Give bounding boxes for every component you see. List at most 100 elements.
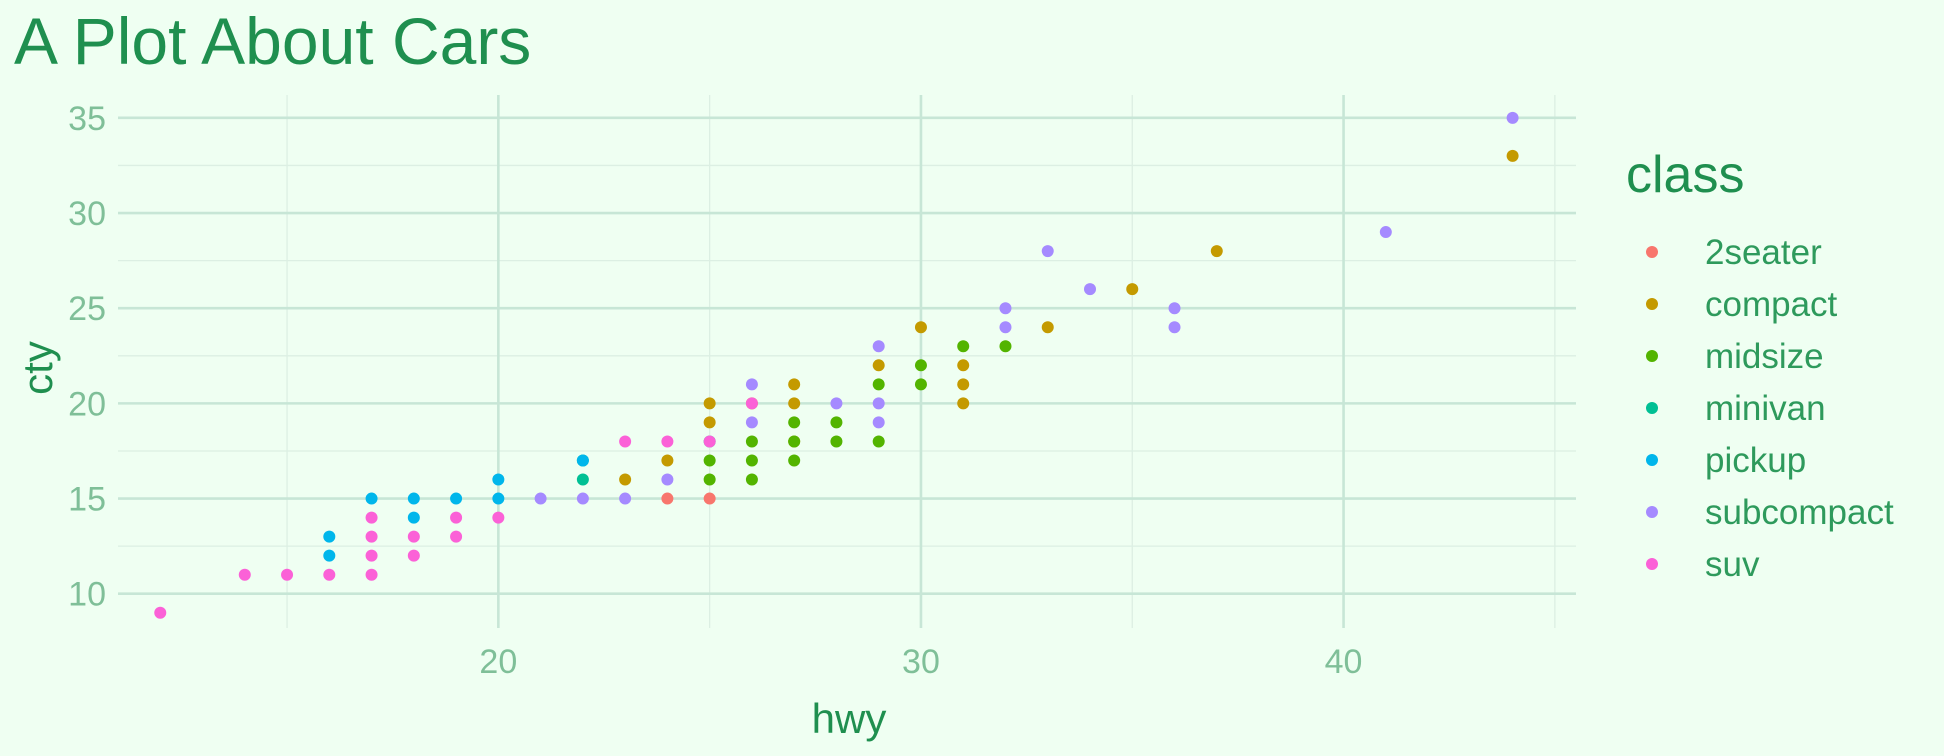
data-point [872,359,885,372]
data-point [154,606,167,619]
legend-key [1646,506,1658,518]
data-point [619,435,632,448]
data-point [1084,283,1096,296]
x-tick-label: 40 [1325,643,1363,681]
data-point [619,492,632,505]
legend-label: suv [1705,545,1760,584]
data-point [703,435,716,448]
data-point [872,378,885,391]
legend-key [1646,298,1658,310]
data-point [576,492,589,505]
data-point [365,568,378,581]
legend-item-subcompact: subcompact [1646,493,1894,532]
data-point [957,359,970,372]
y-tick-label: 20 [68,385,106,423]
series-subcompact [534,111,1519,505]
data-point [999,321,1012,334]
legend-label: minivan [1705,389,1826,428]
data-point [576,473,589,486]
data-point [745,473,758,486]
data-point [661,435,674,448]
data-point [1168,302,1181,315]
data-point [745,416,758,429]
data-point [323,530,336,543]
data-point [661,473,674,486]
x-axis-title: hwy [812,695,887,742]
data-point [703,473,716,486]
data-point [999,340,1012,353]
data-point [661,492,674,505]
x-axis-ticks: 20 30 40 [479,643,1362,681]
y-axis-title: cty [14,341,61,395]
data-point [323,568,336,581]
data-point [365,549,378,562]
legend-key [1646,558,1658,570]
data-point [492,511,505,524]
data-point [745,435,758,448]
legend-key [1646,246,1658,258]
data-point [619,473,632,486]
y-tick-label: 25 [68,290,106,328]
legend-item-minivan: minivan [1646,389,1826,428]
minor-gridlines [118,95,1576,628]
data-point [1210,245,1223,258]
data-point [957,378,970,391]
data-point [492,492,505,505]
legend-item-midsize: midsize [1646,337,1824,376]
data-point [1506,111,1519,124]
x-tick-label: 30 [902,643,940,681]
data-point [1168,321,1181,334]
data-point [281,568,294,581]
data-point [407,511,420,524]
data-point [661,454,674,467]
legend-label: midsize [1705,337,1824,376]
data-point [914,378,927,391]
legend-item-suv: suv [1646,545,1760,584]
data-point [788,435,801,448]
data-point [788,378,801,391]
y-tick-label: 30 [68,195,106,233]
data-point [703,492,716,505]
data-point [238,568,251,581]
data-point [745,397,758,410]
series-2seater [661,492,716,505]
series-minivan [576,435,716,486]
data-point [872,397,885,410]
legend-label: pickup [1705,441,1806,480]
legend-item-compact: compact [1646,285,1838,324]
series-midsize [703,340,1012,486]
data-point [534,492,547,505]
legend-label: 2seater [1705,233,1822,272]
y-tick-label: 10 [68,576,106,614]
legend-key [1646,350,1658,362]
data-point [830,435,843,448]
data-point [576,454,589,467]
series-compact [619,149,1519,486]
series-suv [154,397,758,619]
data-point [365,492,378,505]
data-point [407,530,420,543]
data-point [957,340,970,353]
data-point [492,473,505,486]
data-point [788,454,801,467]
data-point [365,530,378,543]
data-point [788,416,801,429]
data-point [872,340,885,353]
data-point [407,492,420,505]
data-point [830,397,843,410]
data-points [154,111,1519,619]
data-point [914,359,927,372]
data-point [872,435,885,448]
series-pickup [323,454,589,562]
data-point [830,416,843,429]
legend-label: compact [1705,285,1838,324]
data-point [407,549,420,562]
data-point [1506,149,1519,162]
data-point [450,511,463,524]
data-point [703,416,716,429]
legend-key [1646,454,1658,466]
legend-label: subcompact [1705,493,1894,532]
data-point [703,397,716,410]
legend-key [1646,402,1658,414]
